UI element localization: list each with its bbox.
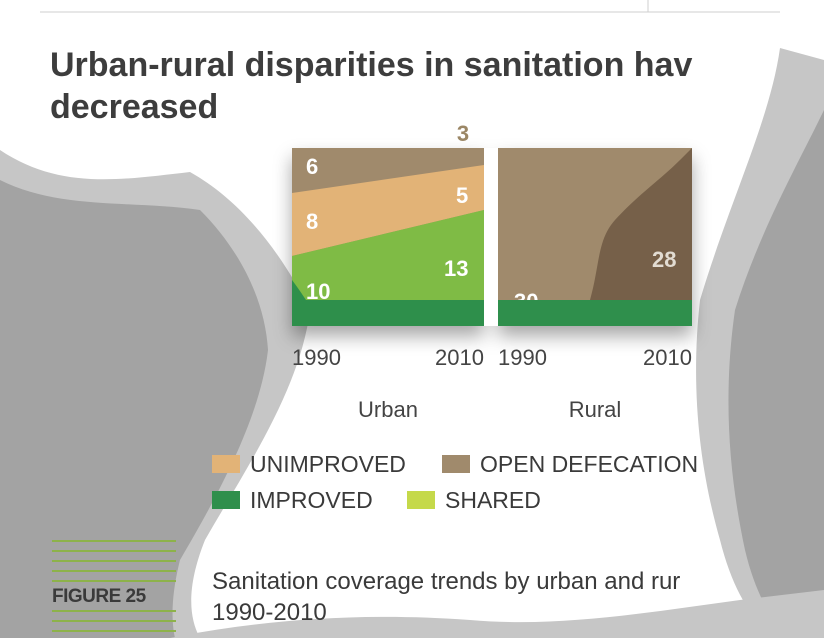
legend-item-shared: SHARED [407,486,541,514]
legend-label-open-defecation: OPEN DEFECATION [480,450,699,477]
legend-item-unimproved: UNIMPROVED [212,450,406,478]
figure-decorative-lines [52,540,176,632]
chart-title-line-1: Urban-rural disparities in sanitation ha… [50,46,693,84]
panel-gap [484,148,498,326]
legend-swatch-open-defecation [442,455,470,473]
legend-swatch-shared [407,491,435,509]
rural-label-clip [498,300,692,326]
urban-label-unimproved-2010: 5 [456,183,468,208]
category-label-rural: Rural [569,397,622,422]
category-label-urban: Urban [358,397,418,422]
urban-area-shared-notch [292,280,306,300]
figure-label: FIGURE 25 [52,586,146,607]
chart-legend: UNIMPROVED OPEN DEFECATION IMPROVED SHAR… [212,448,812,528]
tick-label-urban-1990: 1990 [292,345,341,370]
urban-area-improved [292,300,484,326]
legend-item-improved: IMPROVED [212,486,373,514]
urban-panel [292,148,484,326]
rural-area-open-defecation-2010 [590,148,692,300]
urban-label-shared-2010: 13 [444,256,468,281]
chart-title: Urban-rural disparities in sanitation ha… [50,44,820,128]
tick-label-urban-2010: 2010 [435,345,484,370]
tick-label-rural-1990: 1990 [498,345,547,370]
urban-area-unimproved [292,165,484,256]
tick-label-rural-2010: 2010 [643,345,692,370]
figure-caption: Sanitation coverage trends by urban and … [212,566,802,628]
legend-item-open-defecation: OPEN DEFECATION [442,450,698,478]
background-blob-inner [0,180,268,638]
background-blob-right-inner [728,110,824,638]
rural-panel [498,148,692,326]
urban-label-unimproved-1990: 8 [306,209,318,234]
legend-label-shared: SHARED [445,486,541,513]
background-blob-bottom [170,590,824,638]
rural-label-open-defecation-2010: 28 [652,247,676,272]
chart-title-line-2: decreased [50,88,219,126]
urban-label-shared-1990: 10 [306,279,330,304]
legend-label-improved: IMPROVED [250,486,373,513]
legend-swatch-unimproved [212,455,240,473]
figure-caption-line-1: Sanitation coverage trends by urban and … [212,568,681,595]
urban-label-open-defecation-2010: 3 [457,121,469,146]
urban-label-open-defecation-1990: 6 [306,154,318,179]
figure-caption-line-2: 1990-2010 [212,599,327,626]
legend-swatch-improved [212,491,240,509]
legend-label-unimproved: UNIMPROVED [250,450,406,477]
urban-area-shared [292,210,484,300]
chart-shadow-group [292,148,692,326]
